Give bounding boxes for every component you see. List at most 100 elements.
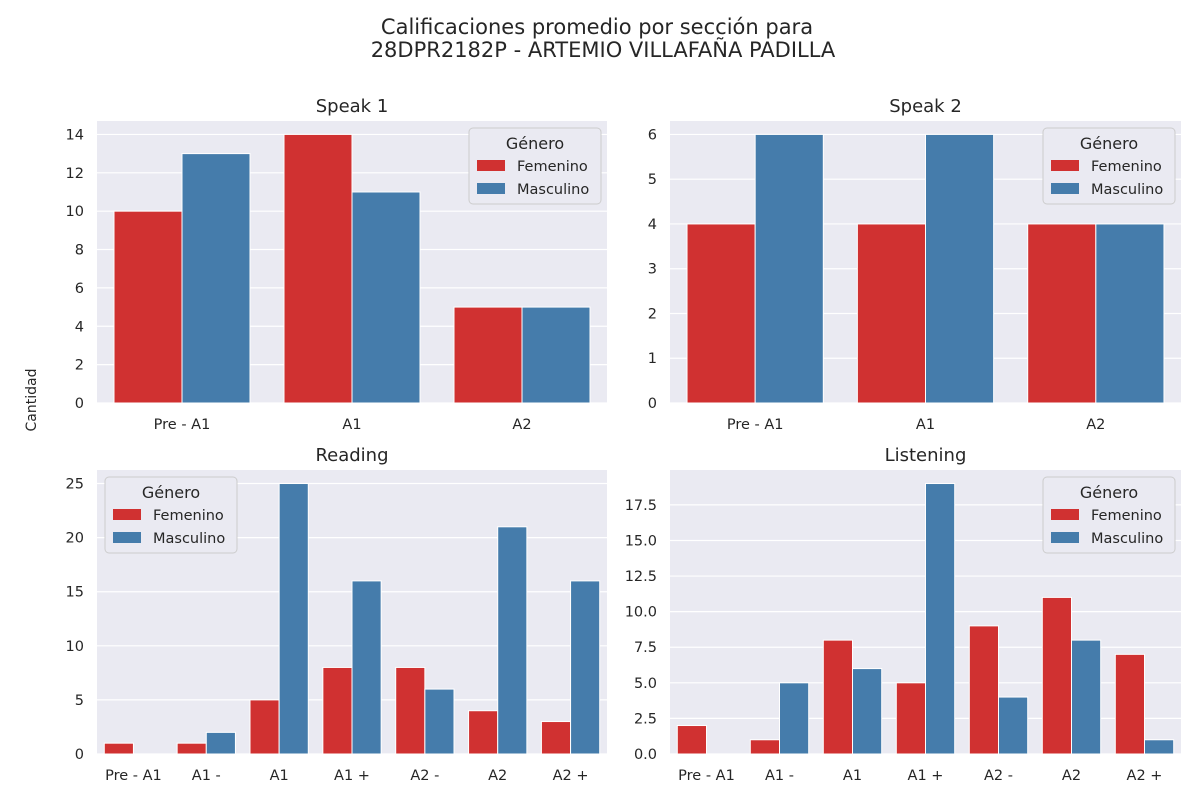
bar-masculino-2 xyxy=(925,133,995,404)
x-tick-label: A2 xyxy=(1086,417,1105,433)
legend-entry: Masculino xyxy=(1091,531,1163,547)
y-tick-label: 20 xyxy=(66,531,84,547)
x-tick-label: A1 xyxy=(916,417,935,433)
y-axis-label: Cantidad xyxy=(24,369,40,432)
bar-femenino-2 xyxy=(283,133,353,404)
panel-title: Speak 2 xyxy=(889,96,962,117)
y-tick-label: 4 xyxy=(75,319,84,335)
chart-panel-1: 0 2 4 6 8 10 12 14 Pre - A1 A1 A2 Speak 1 Género Feme… xyxy=(66,96,607,433)
y-tick-label: 15.0 xyxy=(625,533,657,549)
y-tick-label: 2 xyxy=(75,358,84,374)
bar-femenino-6 xyxy=(468,710,499,755)
bar-masculino-6 xyxy=(1071,639,1102,755)
y-tick-label: 8 xyxy=(75,243,84,259)
x-tick-label: A1 - xyxy=(192,768,221,784)
legend: Género Femenino Masculino xyxy=(1042,127,1176,205)
bar-femenino-7 xyxy=(540,721,572,755)
legend-title: Género xyxy=(142,483,200,502)
bar-masculino-3 xyxy=(1095,223,1165,404)
legend-entry: Femenino xyxy=(517,159,588,175)
bar-masculino-4 xyxy=(925,483,956,755)
bar-masculino-5 xyxy=(424,688,455,755)
bar-masculino-5 xyxy=(998,696,1029,755)
chart-panel-4: 0.0 2.5 5.0 7.5 10.0 12.5 15.0 17.5 Pre - A1 A1 -… xyxy=(625,445,1181,784)
x-tick-label: A1 - xyxy=(765,768,794,784)
bar-femenino-4 xyxy=(895,682,926,755)
masculino xyxy=(1051,532,1079,543)
bar-femenino-5 xyxy=(968,625,999,755)
legend-entry: Femenino xyxy=(1091,508,1162,524)
legend-entry: Masculino xyxy=(517,182,589,198)
bar-femenino-4 xyxy=(322,666,353,755)
panel-title: Speak 1 xyxy=(316,96,389,117)
legend-entry: Femenino xyxy=(1091,159,1162,175)
y-tick-label: 5 xyxy=(648,172,657,188)
legend: Género Femenino Masculino xyxy=(104,476,238,554)
y-tick-label: 4 xyxy=(648,217,657,233)
x-tick-label: A2 + xyxy=(553,768,589,784)
y-tick-label: 12.5 xyxy=(625,569,657,585)
bar-femenino-2 xyxy=(176,742,207,755)
masculino xyxy=(477,183,505,194)
bar-masculino-3 xyxy=(278,483,309,755)
femenino xyxy=(1051,509,1079,520)
y-tick-label: 0 xyxy=(75,747,84,763)
figure-title-line-1: Calificaciones promedio por sección para xyxy=(381,15,813,39)
chart-panel-2: 0 1 2 3 4 5 6 Pre - A1 A1 A2 Speak 2 Género Femenino… xyxy=(648,96,1181,433)
figure-title-line-2: 28DPR2182P - ARTEMIO VILLAFAÑA PADILLA xyxy=(371,36,836,62)
bar-femenino-1 xyxy=(103,742,134,755)
masculino xyxy=(1051,183,1079,194)
x-tick-label: A1 xyxy=(342,417,361,433)
y-tick-label: 3 xyxy=(648,262,657,278)
bar-masculino-7 xyxy=(1144,739,1175,755)
bar-masculino-3 xyxy=(852,668,883,755)
femenino xyxy=(477,160,505,171)
masculino xyxy=(113,532,141,543)
x-tick-label: A2 xyxy=(488,768,507,784)
bar-femenino-3 xyxy=(822,639,853,755)
bar-femenino-1 xyxy=(113,210,183,404)
bar-femenino-5 xyxy=(395,666,426,755)
legend: Género Femenino Masculino xyxy=(468,127,602,205)
y-tick-label: 15 xyxy=(66,585,84,601)
legend-title: Género xyxy=(1080,134,1138,153)
x-tick-label: A2 + xyxy=(1127,768,1163,784)
y-tick-label: 5 xyxy=(75,693,84,709)
y-tick-label: 2 xyxy=(648,306,657,322)
x-tick-label: A1 + xyxy=(334,768,370,784)
bar-masculino-3 xyxy=(521,306,591,404)
legend-entry: Masculino xyxy=(153,531,225,547)
femenino xyxy=(1051,160,1079,171)
bar-femenino-7 xyxy=(1114,653,1146,755)
y-tick-label: 6 xyxy=(648,127,657,143)
bar-masculino-2 xyxy=(779,682,810,755)
bar-femenino-6 xyxy=(1041,596,1073,755)
x-tick-label: Pre - A1 xyxy=(678,768,735,784)
y-tick-label: 14 xyxy=(66,127,84,143)
y-tick-label: 2.5 xyxy=(634,711,657,727)
bar-femenino-1 xyxy=(686,223,756,404)
x-tick-label: A1 xyxy=(270,768,289,784)
legend-entry: Femenino xyxy=(153,508,224,524)
legend: Género Femenino Masculino xyxy=(1042,476,1176,554)
y-tick-label: 25 xyxy=(66,477,84,493)
x-tick-label: Pre - A1 xyxy=(154,417,211,433)
bar-femenino-3 xyxy=(249,699,280,755)
y-tick-label: 7.5 xyxy=(634,640,657,656)
bar-masculino-6 xyxy=(497,526,528,755)
bar-masculino-7 xyxy=(570,580,601,755)
bar-femenino-2 xyxy=(856,223,926,404)
y-tick-label: 12 xyxy=(66,166,84,182)
y-tick-label: 1 xyxy=(648,351,657,367)
y-tick-label: 0 xyxy=(75,396,84,412)
y-tick-label: 10 xyxy=(66,639,84,655)
bar-femenino-3 xyxy=(453,306,523,404)
femenino xyxy=(113,509,141,520)
legend-title: Género xyxy=(506,134,564,153)
x-tick-label: A2 xyxy=(1062,768,1081,784)
legend-title: Género xyxy=(1080,483,1138,502)
bar-femenino-1 xyxy=(676,725,707,755)
y-tick-label: 10.0 xyxy=(625,605,657,621)
bar-masculino-2 xyxy=(351,191,421,404)
